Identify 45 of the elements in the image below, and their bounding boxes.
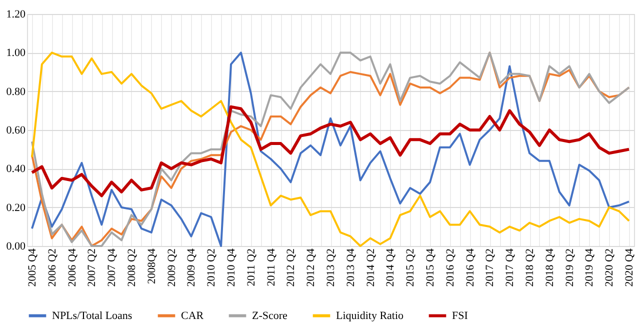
legend-label: FSI [452, 310, 468, 322]
y-tick-label: 0.60 [6, 124, 26, 136]
x-tick-label: 2007 Q4 [106, 248, 118, 287]
y-tick-label: 0.20 [6, 202, 26, 214]
x-tick-label: 2020 Q4 [624, 248, 636, 287]
x-tick-label: 2015 Q4 [424, 248, 437, 287]
x-tick-label: 2012 Q2 [285, 248, 298, 287]
x-tick-label: 2008 Q2 [126, 248, 138, 287]
y-tick-label: 1.00 [6, 47, 26, 60]
x-tick-label: 2010 Q2 [206, 248, 218, 287]
x-tick-label: 2007 Q2 [86, 248, 98, 287]
x-tick-label: 2011 Q4 [265, 248, 278, 286]
legend-label: CAR [181, 310, 204, 322]
y-tick-label: 1.20 [6, 8, 26, 20]
x-tick-label: 2011 Q2 [245, 248, 258, 286]
x-tick-label: 2018 Q4 [544, 248, 556, 287]
x-tick-label: 2014 Q4 [384, 248, 397, 287]
x-tick-label: 2015 Q2 [404, 248, 417, 287]
x-tick-label: 2019 Q2 [564, 248, 576, 287]
y-tick-label: 0.80 [6, 86, 26, 98]
x-tick-label: 2019 Q4 [584, 248, 596, 287]
x-tick-label: 2012 Q4 [305, 248, 318, 287]
x-tick-label: 2013 Q2 [325, 248, 337, 287]
line-series [30, 105, 631, 198]
x-tick-label: 2006 Q2 [46, 248, 58, 287]
x-tick-label: 2009 Q2 [166, 248, 178, 287]
x-tick-label: 2017 Q4 [504, 248, 516, 287]
x-tick-label: 2009 Q4 [186, 248, 198, 287]
x-tick-label: 2010 Q4 [225, 248, 238, 287]
x-tick-label: 2014 Q2 [364, 248, 377, 287]
x-tick-label: 2018 Q2 [524, 248, 536, 287]
line-series [30, 52, 630, 247]
x-tick-label: 2006 Q4 [66, 248, 78, 287]
x-tick-label: 2020 Q2 [604, 248, 616, 287]
x-tick-label: 2013 Q4 [344, 248, 357, 287]
y-tick-label: 0.40 [6, 163, 26, 176]
x-tick-label: 2017 Q2 [484, 248, 496, 287]
legend-label: Z-Score [252, 310, 288, 322]
x-tick-label: 2008Q4 [146, 248, 158, 284]
y-tick-label: 0.00 [6, 240, 26, 252]
x-tick-label: 2016 Q2 [444, 248, 456, 287]
x-tick-label: 2005 Q4 [26, 248, 38, 287]
legend-label: Liquidity Ratio [336, 310, 404, 322]
legend-label: NPLs/Total Loans [52, 310, 132, 322]
x-tick-label: 2016 Q4 [464, 248, 476, 287]
